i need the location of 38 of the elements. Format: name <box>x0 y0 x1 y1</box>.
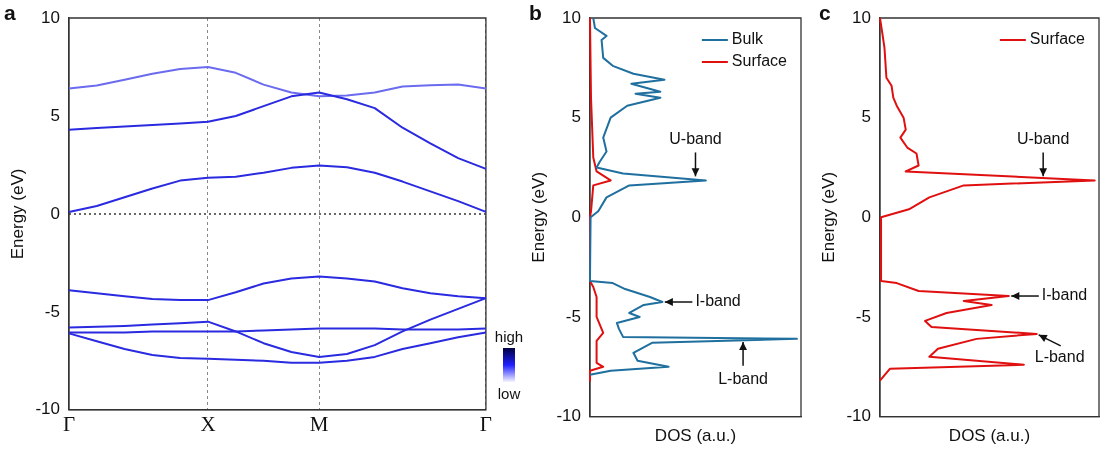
annotation: L-band <box>718 370 768 388</box>
y-tick-label: -5 <box>565 306 581 326</box>
y-tick-label: -5 <box>855 306 871 326</box>
legend-label: Surface <box>731 52 788 70</box>
y-tick-label: -10 <box>556 406 581 426</box>
y-tick-label: 10 <box>41 7 60 27</box>
x-tick-label: X <box>200 411 216 436</box>
annotation: U-band <box>1016 130 1070 148</box>
legend-label: Surface <box>1029 30 1086 48</box>
chart-title: c <box>819 1 831 25</box>
annotation: L-band <box>1034 348 1085 366</box>
chart-title: b <box>529 1 542 25</box>
annotation: U-band <box>669 130 722 148</box>
x-tick-label: M <box>309 411 329 436</box>
annotation: I-band <box>695 292 741 310</box>
x-axis-title: DOS (a.u.) <box>654 426 737 446</box>
y-axis-title: Energy (eV) <box>528 171 548 263</box>
text: high <box>493 328 525 345</box>
y-tick-label: 0 <box>571 206 581 226</box>
text: low <box>496 385 522 402</box>
x-axis-title: DOS (a.u.) <box>948 426 1031 446</box>
y-tick-label: -5 <box>44 301 60 321</box>
annotation: I-band <box>1041 286 1088 304</box>
y-tick-label: 0 <box>50 203 60 223</box>
x-tick-label: Γ <box>62 411 76 436</box>
y-tick-label: 10 <box>852 7 871 27</box>
chart-title: a <box>4 1 16 25</box>
y-tick-label: 5 <box>861 107 871 127</box>
y-tick-label: 10 <box>562 7 581 27</box>
y-tick-label: -10 <box>846 406 871 426</box>
y-tick-label: 5 <box>50 105 60 125</box>
y-axis-title: Energy (eV) <box>7 168 27 260</box>
y-tick-label: -10 <box>35 399 60 419</box>
y-tick-label: 5 <box>571 107 581 127</box>
x-tick-label: Γ <box>479 411 492 436</box>
legend-label: Bulk <box>731 30 764 48</box>
y-axis-title: Energy (eV) <box>818 171 838 263</box>
y-tick-label: 0 <box>861 206 871 226</box>
